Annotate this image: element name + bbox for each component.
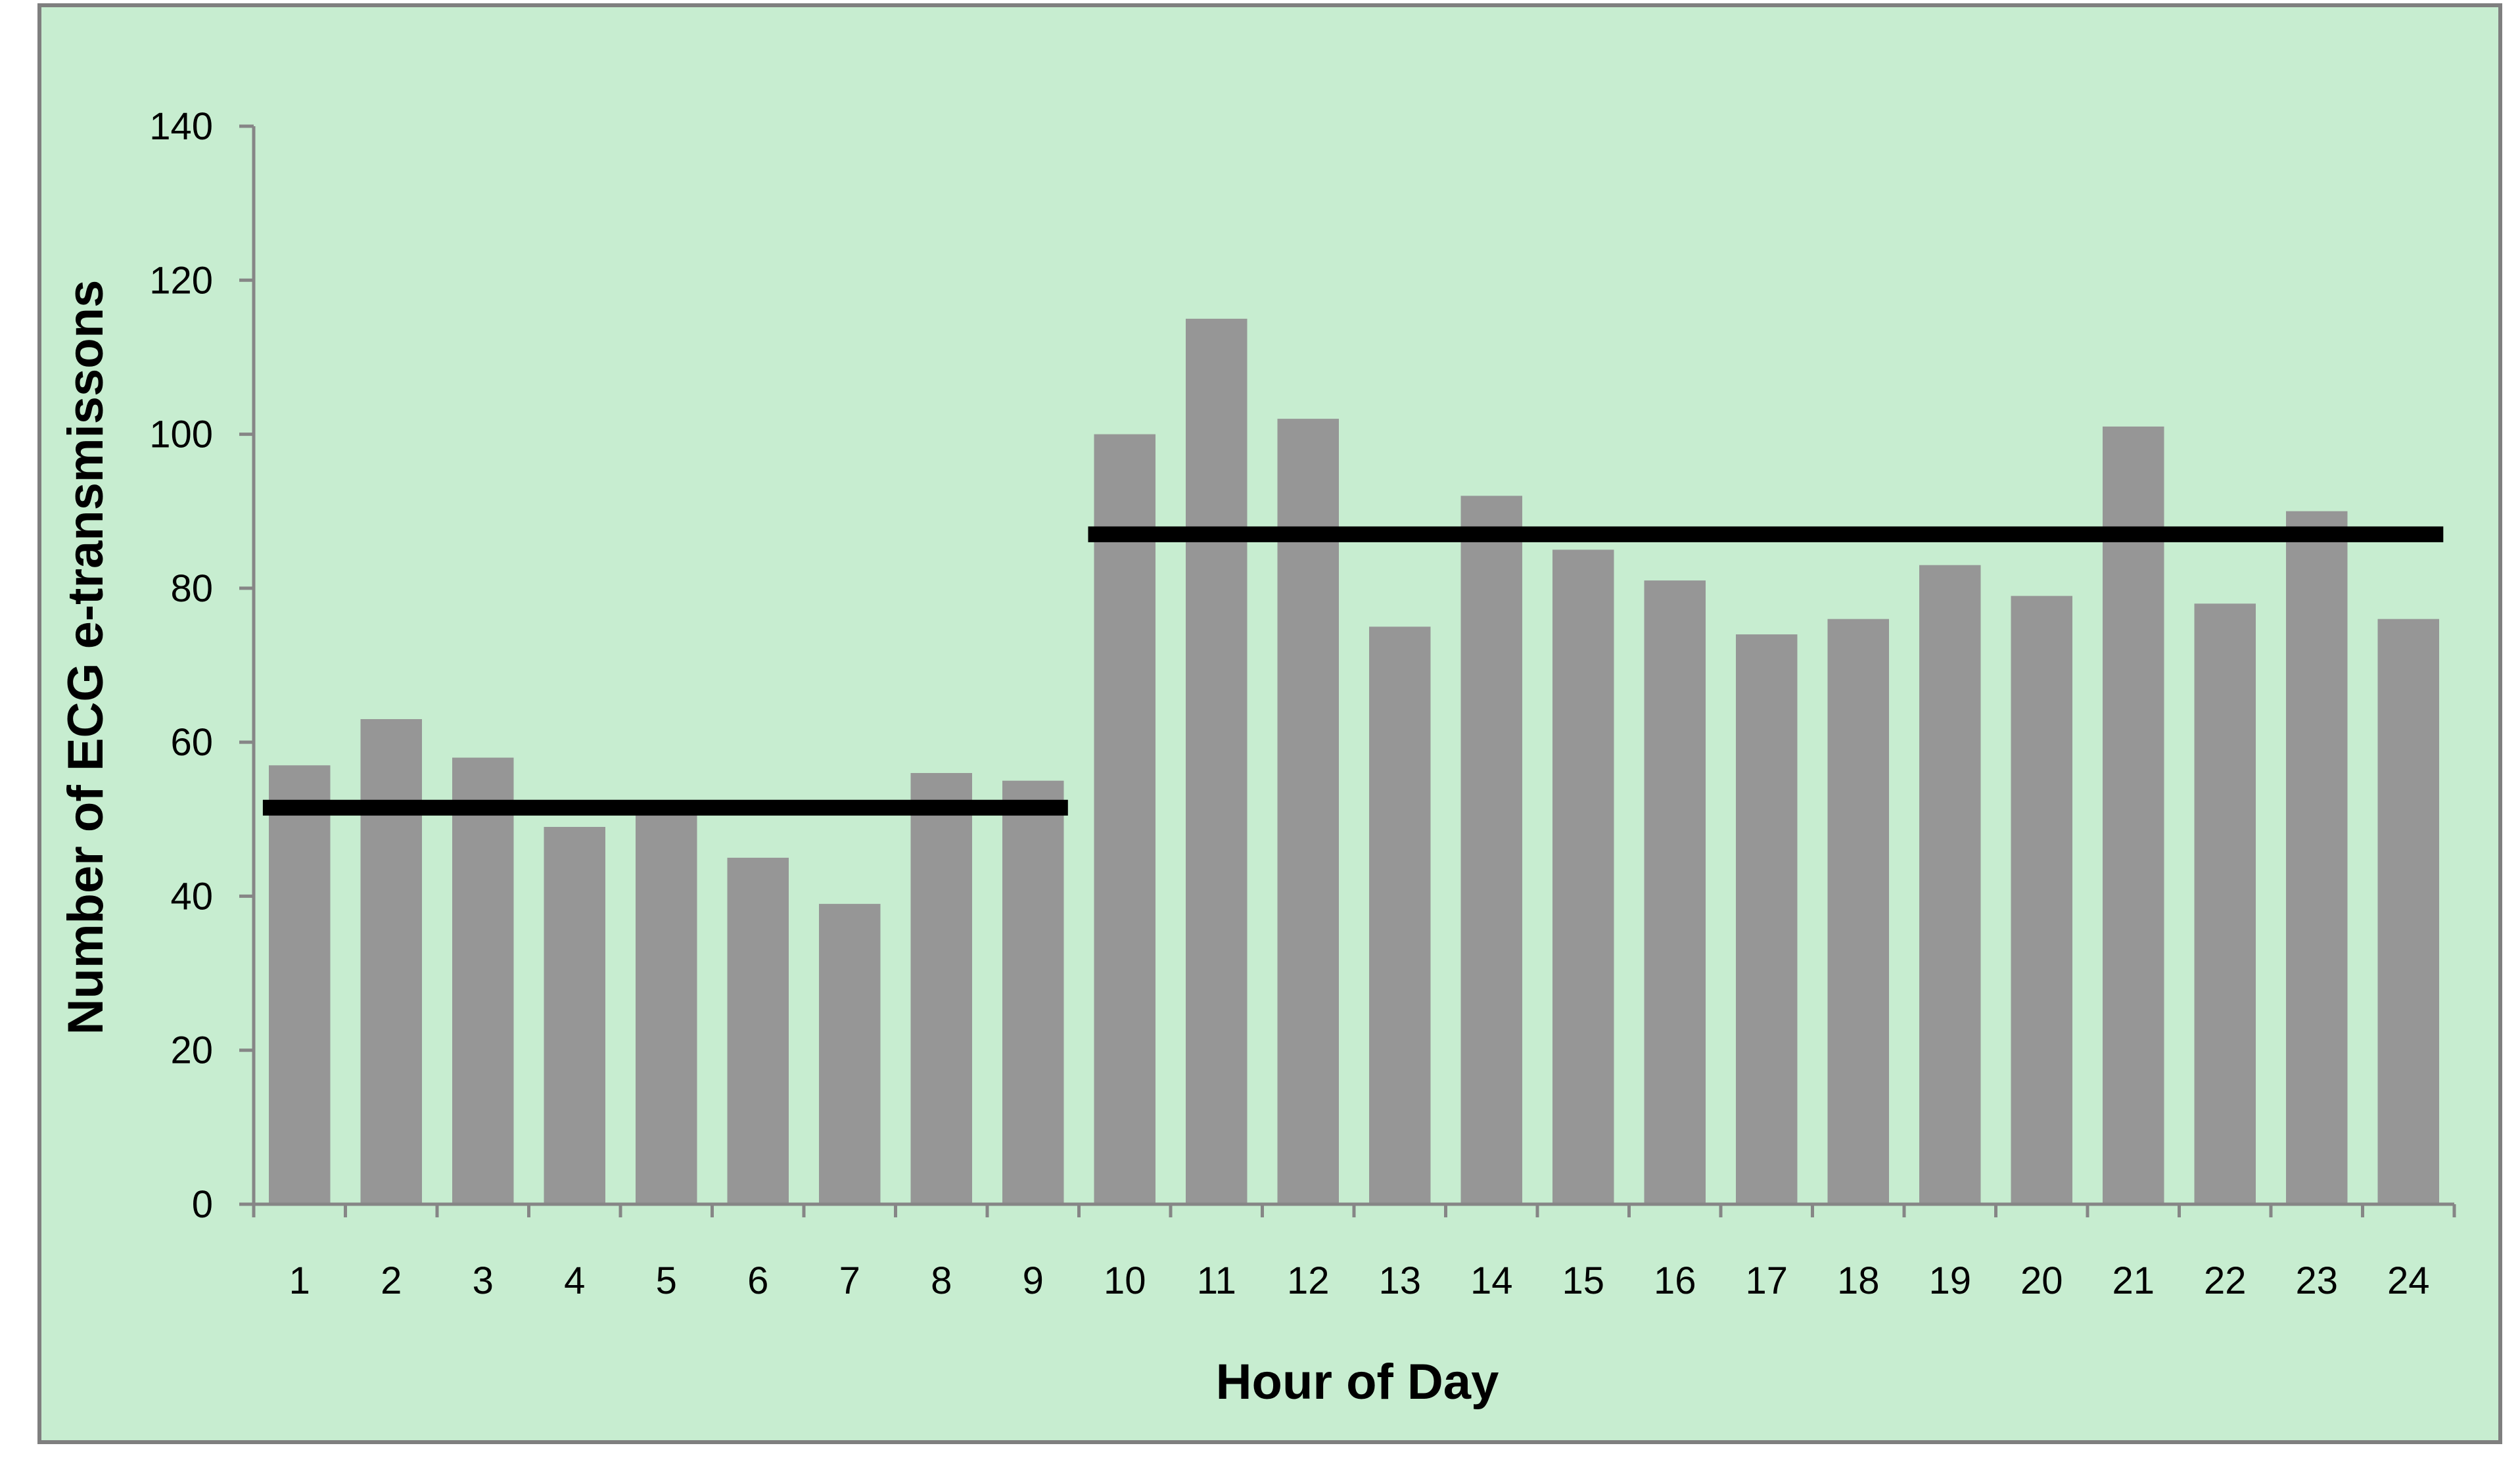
y-tick-label: 120 [149, 259, 213, 302]
bar-hour-1 [269, 765, 331, 1204]
bar-hour-17 [1736, 634, 1798, 1204]
x-tick-label-13: 13 [1379, 1259, 1422, 1302]
bar-hour-5 [636, 803, 697, 1204]
bar-hour-12 [1277, 419, 1339, 1204]
x-tick-label-15: 15 [1562, 1259, 1605, 1302]
x-tick-label-20: 20 [2020, 1259, 2063, 1302]
axes-layer [239, 124, 2456, 1217]
y-tick-label: 40 [170, 875, 213, 918]
x-tick-label-21: 21 [2112, 1259, 2155, 1302]
x-tick-label-12: 12 [1287, 1259, 1330, 1302]
x-tick-label-8: 8 [931, 1259, 952, 1302]
x-tick-label-3: 3 [473, 1259, 494, 1302]
bars-layer [269, 318, 2439, 1205]
x-tick-label-4: 4 [564, 1259, 585, 1302]
y-tick-label: 20 [170, 1029, 213, 1072]
bar-hour-19 [1919, 565, 1981, 1204]
x-axis-title: Hour of Day [1216, 1354, 1499, 1410]
bar-hour-21 [2103, 426, 2164, 1204]
x-tick-label-22: 22 [2204, 1259, 2247, 1302]
bar-hour-18 [1827, 619, 1889, 1204]
x-tick-label-24: 24 [2387, 1259, 2430, 1302]
bar-hour-7 [819, 904, 881, 1204]
bar-hour-23 [2286, 511, 2348, 1205]
y-axis-tick-labels: 0 20 40 60 80 100 120 140 [149, 105, 213, 1226]
bar-hour-24 [2377, 619, 2439, 1204]
y-tick-label: 60 [170, 721, 213, 764]
x-tick-label-5: 5 [656, 1259, 677, 1302]
bar-hour-9 [1002, 780, 1064, 1204]
x-tick-label-2: 2 [381, 1259, 402, 1302]
bar-hour-13 [1369, 626, 1431, 1204]
y-tick-label: 0 [192, 1183, 213, 1226]
bar-hour-8 [910, 773, 972, 1204]
x-axis-tick-labels: 1 2 3 4 5 6 7 8 9 10 11 12 13 14 15 16 17 18 19 20 21 22 23 24 [289, 1259, 2430, 1302]
bar-hour-20 [2011, 596, 2072, 1204]
mean-lines-layer [262, 526, 2444, 816]
bar-hour-15 [1552, 550, 1614, 1204]
y-tick-label: 80 [170, 567, 213, 610]
y-tick-label: 100 [149, 413, 213, 456]
bar-hour-4 [544, 827, 605, 1204]
bar-hour-10 [1094, 434, 1155, 1204]
x-tick-label-23: 23 [2296, 1259, 2339, 1302]
x-tick-label-17: 17 [1746, 1259, 1788, 1302]
x-tick-label-14: 14 [1470, 1259, 1513, 1302]
x-tick-label-10: 10 [1104, 1259, 1146, 1302]
x-tick-label-11: 11 [1197, 1259, 1236, 1302]
bar-hour-22 [2194, 603, 2256, 1204]
x-tick-label-19: 19 [1929, 1259, 1972, 1302]
bar-hour-11 [1186, 318, 1248, 1204]
y-axis-title: Number of ECG e-transmissons [58, 280, 114, 1035]
y-tick-label: 140 [149, 105, 213, 148]
bar-hour-14 [1460, 496, 1522, 1204]
bar-hour-16 [1644, 580, 1706, 1204]
x-tick-label-6: 6 [747, 1259, 768, 1302]
bar-hour-6 [727, 857, 789, 1204]
x-tick-label-9: 9 [1023, 1259, 1044, 1302]
x-tick-label-7: 7 [839, 1259, 860, 1302]
x-tick-label-16: 16 [1654, 1259, 1696, 1302]
x-tick-label-1: 1 [289, 1259, 310, 1302]
x-tick-label-18: 18 [1837, 1259, 1880, 1302]
bar-hour-3 [452, 757, 514, 1204]
bar-hour-2 [360, 719, 422, 1204]
